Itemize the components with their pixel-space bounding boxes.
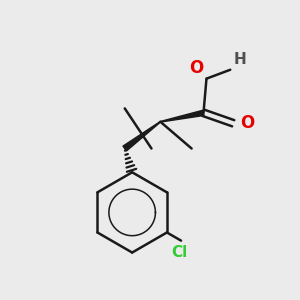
Polygon shape — [160, 110, 204, 122]
Text: Cl: Cl — [172, 245, 188, 260]
Text: O: O — [240, 114, 254, 132]
Text: H: H — [234, 52, 247, 68]
Text: O: O — [189, 59, 203, 77]
Polygon shape — [123, 122, 160, 151]
